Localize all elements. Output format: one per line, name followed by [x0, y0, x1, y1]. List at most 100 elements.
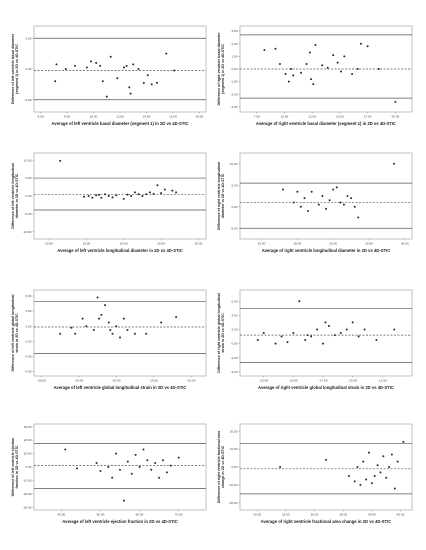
data-point: [126, 328, 129, 331]
y-tick-label: 0.00: [231, 342, 237, 346]
x-tick-label: -20.00: [289, 379, 298, 383]
y-tick-label: 10.00: [230, 162, 238, 166]
data-point: [165, 52, 168, 55]
x-tick-label: 20.00: [391, 115, 399, 119]
data-point: [55, 63, 58, 66]
y-axis-label-line: Difference of right ventricle global lon…: [217, 293, 221, 373]
data-point: [95, 194, 98, 197]
data-point: [382, 455, 385, 458]
data-point: [342, 203, 345, 206]
data-point: [59, 159, 62, 162]
x-tick-label: 30.00: [195, 242, 203, 246]
y-axis-label-line: fraction in 2D vs 4D-STIC: [15, 445, 19, 488]
x-tick-label: 10.00: [258, 242, 266, 246]
x-tick-label: 8.00: [64, 115, 70, 119]
data-point: [95, 461, 98, 464]
data-point: [282, 188, 284, 191]
y-tick-label: -5.00: [24, 212, 31, 216]
data-point: [307, 210, 310, 213]
y-axis-label-line: change in 2D vs 4D-STIC: [221, 445, 225, 488]
data-point: [336, 61, 339, 64]
y-axis-label-line: (segment 1) in 2D vs 4D-STIC: [15, 44, 19, 94]
plot-frame: [239, 423, 413, 511]
x-tick-label: -17.50: [319, 379, 328, 383]
data-point: [59, 332, 62, 335]
x-axis-label: Average of left ventricle basal diameter…: [51, 121, 188, 126]
y-axis-label-line: strain in 2D vs 4D-STIC: [15, 313, 19, 353]
x-tick-label: 18.00: [196, 115, 204, 119]
data-point: [339, 201, 342, 204]
x-tick-label: -15.00: [348, 379, 357, 383]
bland-altman-panel-4: 10.00 15.00 20.00 25.00 30.00 10.00 5.00 0.00 -5…: [217, 152, 413, 253]
y-axis-label: Difference of right ventricle basal diam…: [217, 32, 225, 105]
data-point: [126, 193, 129, 196]
data-point: [107, 195, 110, 197]
y-tick-label: -20.00: [229, 501, 238, 505]
data-point: [256, 339, 259, 342]
data-point: [126, 460, 129, 463]
x-tick-label: -10.00: [187, 379, 196, 383]
y-tick-label: 4.00: [231, 313, 237, 317]
y-axis-label-line: diameter in 2D vs 4D-STIC: [15, 173, 19, 218]
data-point: [100, 196, 103, 199]
data-point: [332, 188, 335, 191]
x-tick-label: 60.00: [136, 513, 144, 517]
data-point: [359, 483, 362, 486]
data-point: [165, 471, 168, 474]
data-point: [368, 451, 370, 454]
data-point: [279, 466, 282, 468]
data-point: [377, 68, 380, 70]
data-point: [173, 69, 176, 72]
data-point: [152, 192, 155, 195]
data-point: [101, 80, 104, 83]
data-point: [300, 71, 303, 74]
x-tick-label: -22.50: [259, 379, 268, 383]
data-point: [150, 83, 153, 86]
x-axis-label: Average of left ventricle global longitu…: [54, 385, 187, 390]
y-tick-label: 30.00: [24, 425, 32, 429]
data-point: [292, 332, 295, 334]
data-point: [111, 476, 114, 479]
data-point: [81, 317, 84, 320]
data-point: [64, 68, 67, 70]
data-point: [316, 328, 319, 331]
data-point: [119, 468, 121, 471]
data-point: [158, 476, 161, 479]
y-tick-label: 10.00: [24, 158, 32, 162]
x-tick-label: 40.00: [57, 513, 65, 517]
data-point: [104, 193, 107, 196]
data-point: [376, 464, 379, 467]
data-point: [92, 328, 95, 331]
y-tick-label: 10.00: [230, 447, 238, 451]
data-point: [156, 184, 159, 187]
data-point: [122, 499, 125, 502]
bland-altman-panel-3: 10.00 15.00 20.00 25.00 30.00 10.00 5.00 0.00 -5…: [11, 152, 207, 253]
data-point: [263, 49, 266, 52]
data-point: [115, 194, 118, 197]
plot-frame: [33, 25, 207, 113]
y-tick-label: -10.00: [23, 479, 32, 483]
data-point: [357, 335, 360, 338]
data-point: [125, 64, 128, 67]
x-tick-label: 50.00: [97, 513, 105, 517]
y-tick-label: 0.00: [25, 67, 31, 71]
data-point: [175, 316, 178, 319]
data-point: [160, 192, 163, 195]
y-axis-label-line: (segment 1) in 2D vs 4D-STIC: [221, 44, 225, 94]
x-tick-label: 70.00: [175, 513, 183, 517]
data-point: [115, 452, 118, 455]
data-point: [133, 332, 136, 335]
data-point: [171, 189, 174, 192]
data-point: [98, 193, 101, 196]
data-point: [298, 300, 301, 303]
x-tick-label: -30.00: [37, 379, 46, 383]
data-point: [385, 476, 388, 479]
data-point: [177, 456, 180, 459]
y-tick-label: -10.00: [229, 483, 238, 487]
data-point: [64, 448, 67, 451]
data-point: [375, 339, 378, 342]
y-axis-label: Difference of right ventricle longitudin…: [217, 162, 225, 230]
data-point: [325, 207, 327, 210]
data-point: [339, 332, 342, 334]
data-point: [129, 92, 132, 95]
